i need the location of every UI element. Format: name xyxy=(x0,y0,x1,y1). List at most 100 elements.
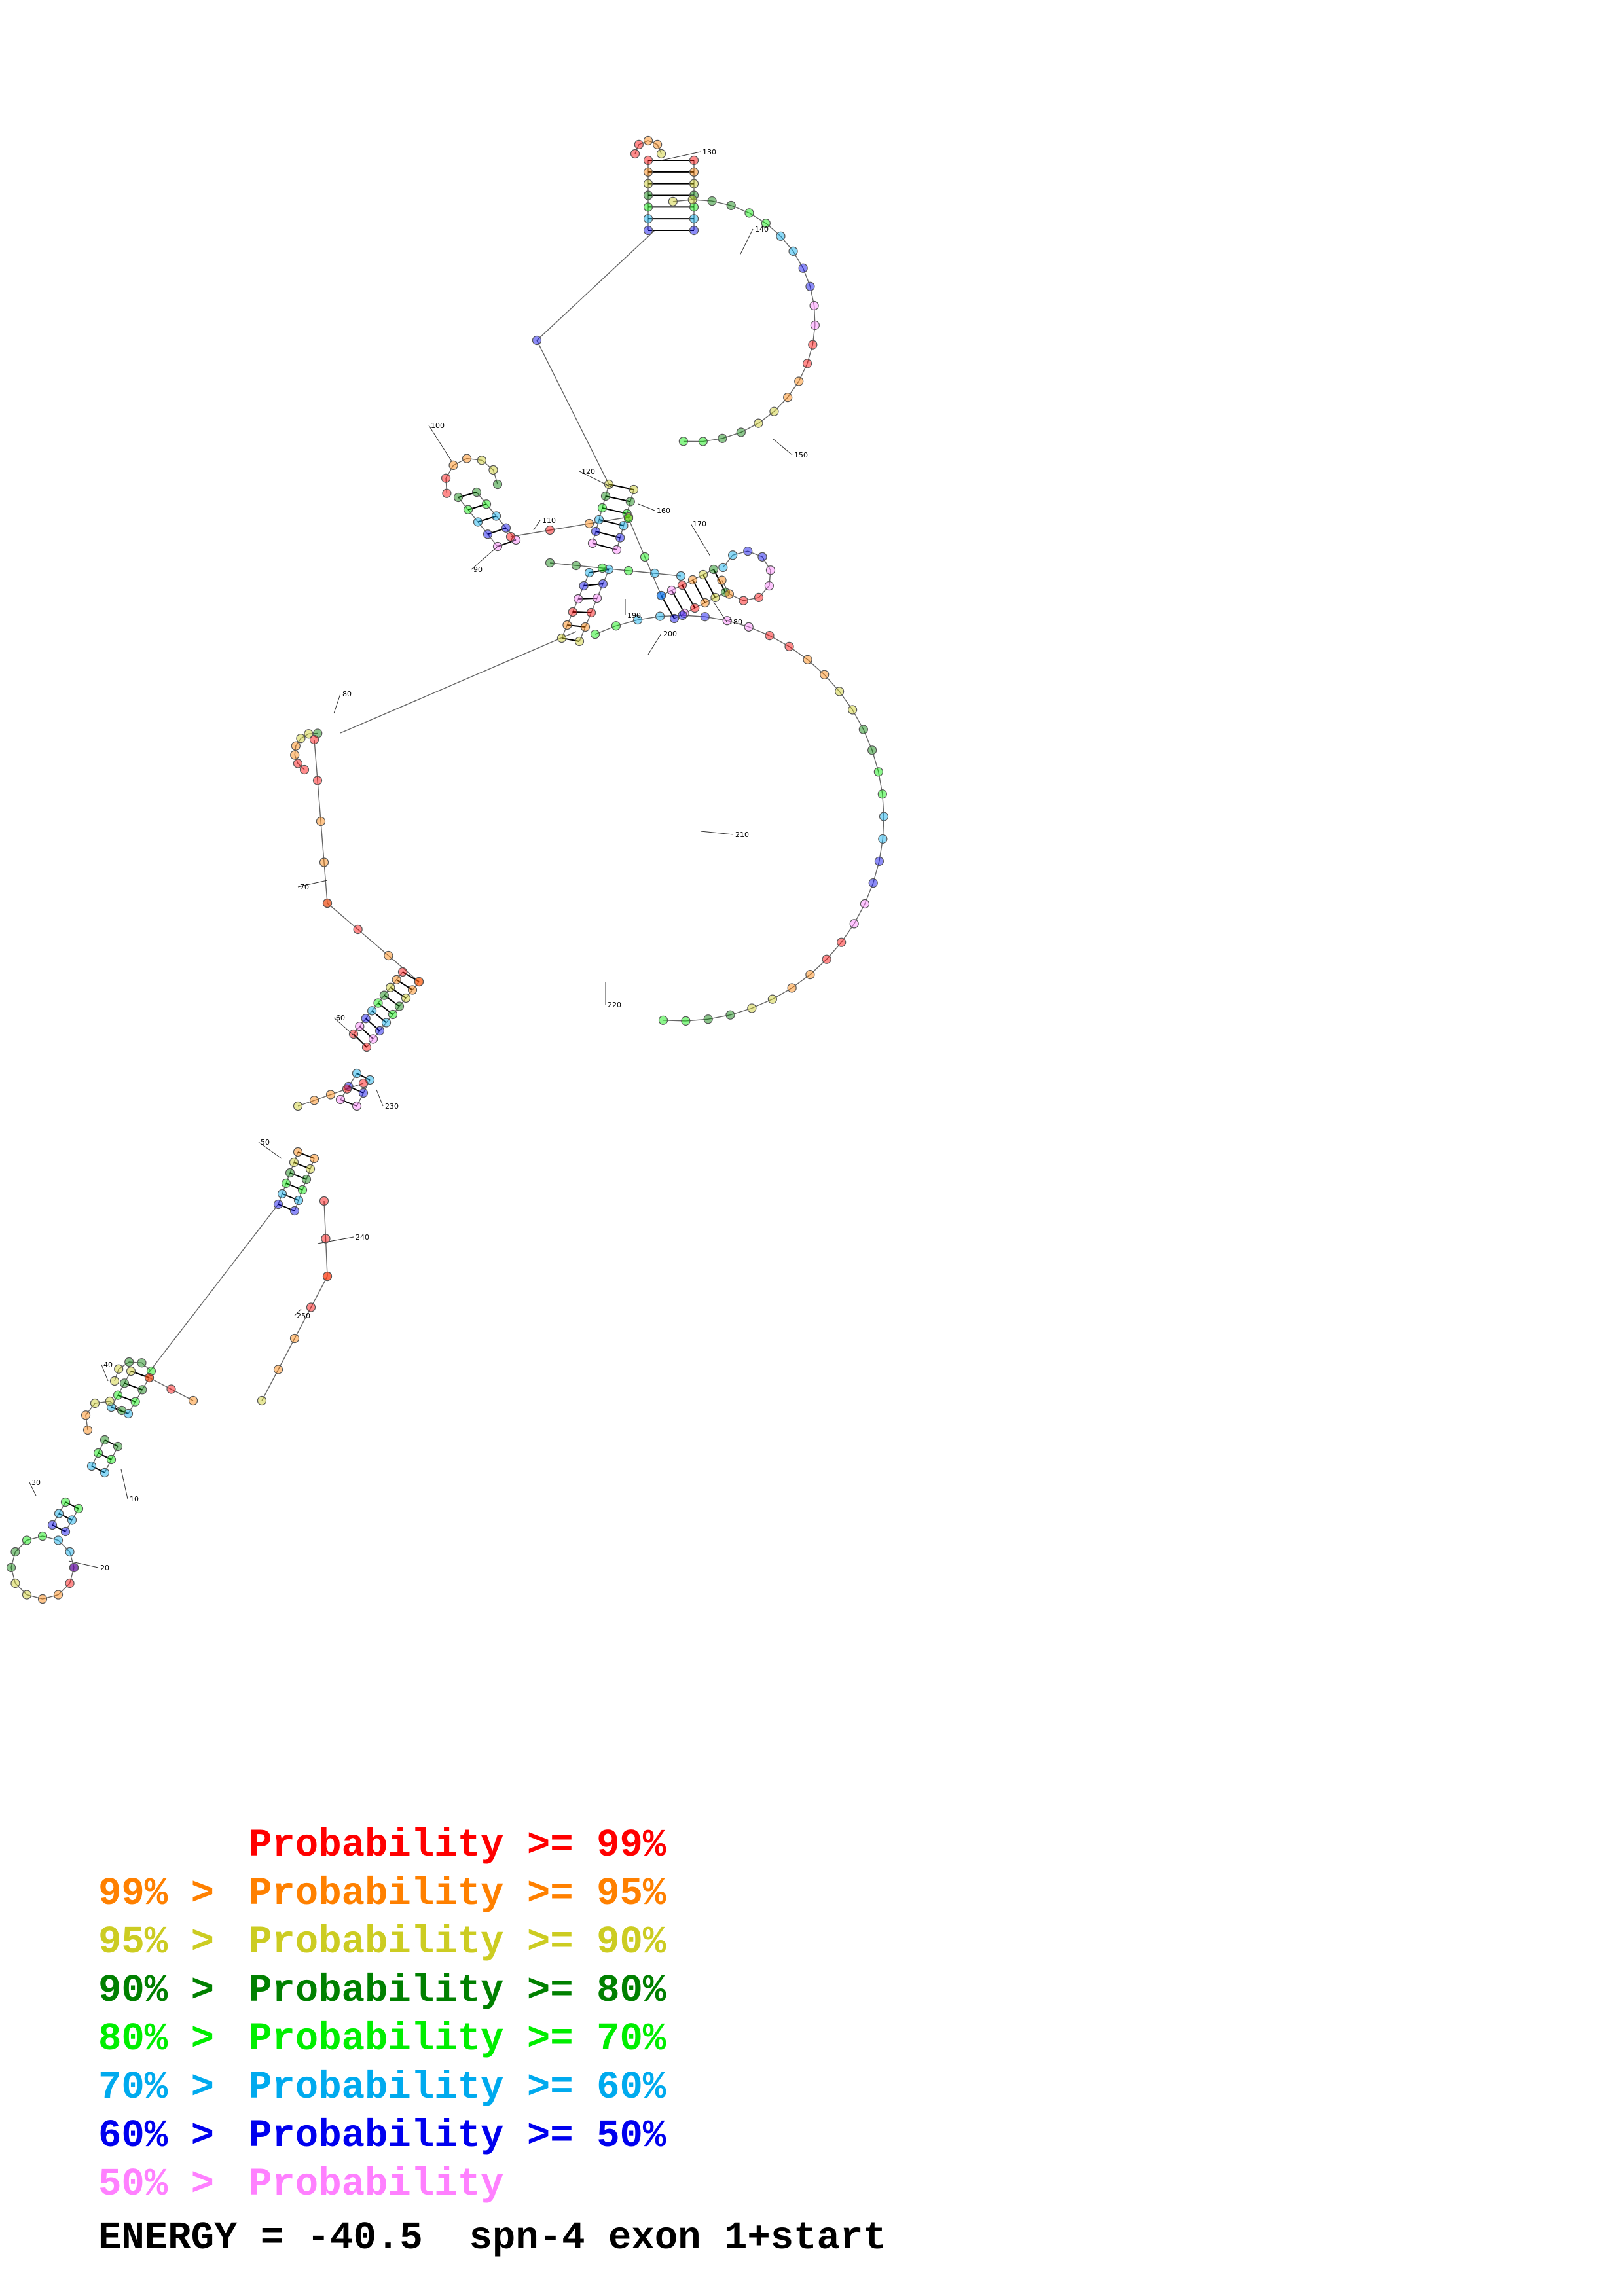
legend-row: 60% > Probability >= 50% xyxy=(98,2117,666,2155)
nucleotide xyxy=(289,1206,300,1216)
legend-row: 70% > Probability >= 60% xyxy=(98,2068,666,2107)
nucleotide xyxy=(297,1185,308,1195)
nucleotide xyxy=(707,196,717,206)
position-ticks: 10 20 30 40 50 60 70 80 90 100 110 120 130 140 150 160 1… xyxy=(29,148,808,1572)
nucleotide xyxy=(658,1015,668,1025)
legend-threshold: 80% > xyxy=(98,2017,215,2061)
nucleotide xyxy=(73,1503,84,1514)
nucleotide xyxy=(306,1302,316,1312)
backbone-segment xyxy=(561,572,590,639)
nucleotide xyxy=(22,1590,32,1600)
nucleotide xyxy=(442,488,452,498)
nucleotide xyxy=(725,1010,735,1020)
position-label: 80 xyxy=(342,690,352,698)
nucleotide xyxy=(105,1396,115,1407)
nucleotide xyxy=(718,433,727,443)
base-pair-bond xyxy=(467,503,487,511)
base-pair-bond xyxy=(583,583,604,586)
legend-threshold: 50% > xyxy=(98,2162,215,2206)
position-label: 90 xyxy=(473,565,483,574)
nucleotide xyxy=(322,898,333,908)
nucleotide xyxy=(604,479,614,490)
nucleotide xyxy=(67,1515,77,1525)
nucleotide xyxy=(822,954,831,964)
nucleotide xyxy=(488,465,498,475)
nucleotide xyxy=(352,1101,362,1111)
base-pair-bond xyxy=(58,1513,73,1521)
nucleotide xyxy=(37,1531,48,1541)
legend-row: Probability >= 99% xyxy=(98,1826,666,1865)
nucleotide xyxy=(126,1366,136,1376)
nucleotide xyxy=(678,437,688,446)
nucleotide xyxy=(353,924,363,935)
nucleotide xyxy=(784,641,794,651)
nucleotide xyxy=(867,745,877,755)
nucleotide xyxy=(689,155,699,166)
nucleotide xyxy=(114,1364,124,1374)
nucleotide xyxy=(633,615,643,625)
position-label: 220 xyxy=(608,1001,621,1009)
nucleotide xyxy=(710,592,720,603)
nucleotide xyxy=(630,149,640,159)
nucleotide xyxy=(848,705,858,715)
nucleotide xyxy=(471,487,482,497)
legend-label: Probability >= 50% xyxy=(249,2114,666,2158)
tick-line xyxy=(428,425,452,462)
base-pair-bond xyxy=(130,1371,150,1378)
nucleotide xyxy=(304,729,314,739)
nucleotide xyxy=(868,878,878,888)
nucleotide xyxy=(808,340,818,350)
nucleotide xyxy=(744,208,754,218)
backbone-segment xyxy=(634,140,662,154)
nucleotide xyxy=(698,569,708,580)
nucleotide xyxy=(747,1003,757,1013)
nucleotide xyxy=(656,590,666,601)
tick-line xyxy=(68,1560,99,1568)
legend-threshold: 90% > xyxy=(98,1969,215,2013)
nucleotide xyxy=(788,246,798,256)
nucleotide xyxy=(124,1357,134,1367)
nucleotide xyxy=(312,776,323,785)
nucleotide xyxy=(322,1271,333,1282)
base-pair-bond xyxy=(365,1018,380,1031)
nucleotide xyxy=(728,550,738,560)
base-pair-bond xyxy=(340,1099,357,1107)
nucleotide xyxy=(37,1594,48,1604)
nucleotide xyxy=(592,593,602,603)
nucleotide xyxy=(119,1378,130,1388)
backbone-segment xyxy=(510,516,629,537)
base-pair-bond xyxy=(282,1193,299,1201)
nucleotide xyxy=(873,767,883,777)
nucleotide xyxy=(22,1535,32,1545)
nucleotide xyxy=(802,359,812,368)
backbone-segment xyxy=(294,732,318,770)
legend-threshold: 95% > xyxy=(98,1920,215,1964)
legend-label: Probability >= 90% xyxy=(249,1920,666,1964)
nucleotide xyxy=(355,1022,365,1031)
nucleotide xyxy=(501,523,511,533)
nucleotide xyxy=(590,629,600,639)
position-label: 30 xyxy=(31,1479,41,1487)
backbone-segment xyxy=(297,1083,364,1107)
base-pair-bond xyxy=(52,1524,66,1532)
nucleotide xyxy=(384,950,393,961)
nucleotide xyxy=(545,525,555,535)
nucleotide xyxy=(767,994,777,1004)
nucleotide xyxy=(600,491,611,501)
position-label: 70 xyxy=(300,883,309,891)
nucleotide xyxy=(764,581,774,591)
nucleotide xyxy=(689,167,699,177)
base-pair-bond xyxy=(497,539,517,547)
nucleotide xyxy=(358,1088,369,1098)
nucleotide xyxy=(106,1402,117,1412)
nucleotide xyxy=(687,575,698,585)
nucleotide xyxy=(805,281,815,291)
nucleotide xyxy=(532,335,542,346)
nucleotide xyxy=(374,1026,385,1036)
nucleotide xyxy=(700,612,710,622)
nucleotide xyxy=(188,1395,198,1406)
legend-label: Probability >= 80% xyxy=(249,1969,666,2013)
position-label: 170 xyxy=(693,520,706,528)
nucleotide xyxy=(718,562,728,573)
nucleotide xyxy=(53,1535,64,1545)
